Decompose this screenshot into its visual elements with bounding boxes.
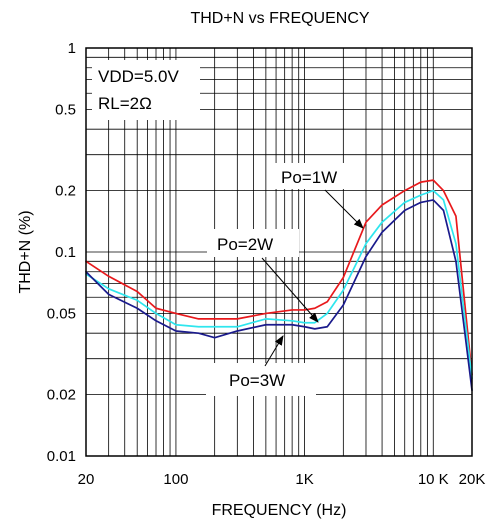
annotation-po-2w: Po=2W (207, 229, 319, 323)
conditions-box-bg (92, 60, 200, 120)
annotation-po-1w-bg (270, 163, 360, 189)
y-tick-label: 1 (68, 40, 76, 57)
annotation-po-1w: Po=1W (270, 163, 364, 229)
x-axis-label: FREQUENCY (Hz) (212, 502, 347, 519)
annotation-po-3w: Po=3W (206, 335, 316, 396)
y-tick-labels: 1 0.5 0.2 0.1 0.05 0.02 0.01 (47, 40, 76, 465)
y-tick-label: 0.02 (47, 387, 76, 404)
y-tick-label: 0.2 (55, 183, 76, 200)
series-line-po-3w (85, 199, 473, 392)
annotation-po-3w-bg (206, 363, 316, 396)
series-line-po-1w (85, 179, 473, 376)
x-tick-labels: 20 100 1K 10 K 20K (78, 471, 486, 488)
annotation-po-2w-label: Po=2W (217, 235, 273, 254)
annotation-po-3w-arrow (264, 335, 284, 367)
y-tick-label: 0.1 (55, 244, 76, 261)
condition-rl: RL=2Ω (98, 94, 152, 113)
y-tick-label: 0.5 (55, 101, 76, 118)
x-tick-label: 1K (295, 471, 313, 488)
annotation-po-2w-bg (207, 229, 299, 257)
plot-frame (85, 47, 473, 457)
conditions-box: VDD=5.0V RL=2Ω (92, 60, 200, 120)
y-tick-label: 0.05 (47, 305, 76, 322)
chart-title: THD+N vs FREQUENCY (190, 10, 369, 27)
x-tick-label: 10 K (418, 471, 449, 488)
annotation-po-3w-label: Po=3W (229, 371, 285, 390)
y-tick-label: 0.01 (47, 448, 76, 465)
x-tick-label: 20 (78, 471, 95, 488)
annotation-po-1w-label: Po=1W (281, 168, 337, 187)
x-tick-label: 20K (459, 471, 486, 488)
x-tick-label: 100 (163, 471, 188, 488)
y-axis-label: THD+N (%) (17, 210, 34, 293)
annotation-po-1w-arrow (324, 189, 364, 229)
annotation-po-2w-arrow (261, 257, 319, 323)
condition-vdd: VDD=5.0V (98, 67, 179, 86)
